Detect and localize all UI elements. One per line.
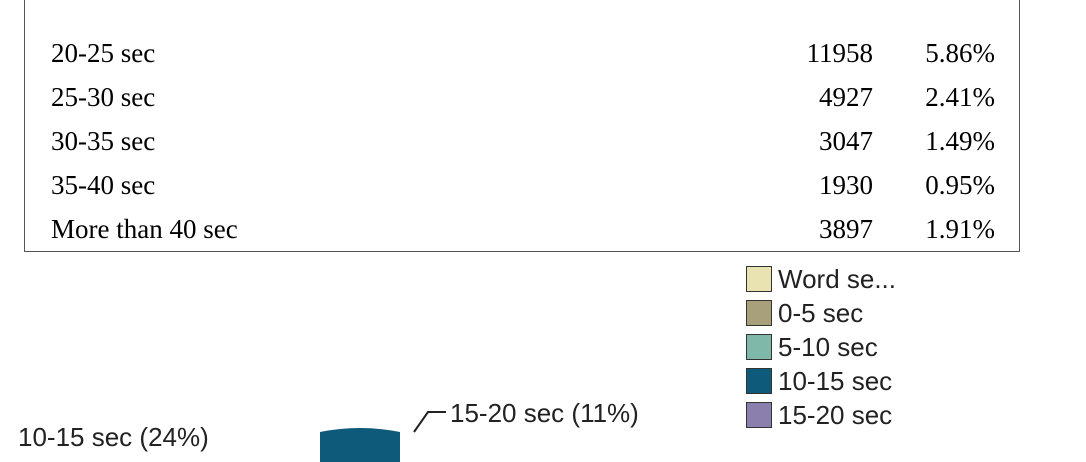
- row-percent: 2.41%: [925, 82, 995, 112]
- row-count: 11958: [806, 38, 874, 68]
- table-row: 25-30 sec 4927 2.41%: [25, 75, 1019, 119]
- row-label: 25-30 sec: [51, 82, 156, 112]
- table-body: 20-25 sec 11958 5.86% 25-30 sec 4927 2.4…: [25, 31, 1019, 251]
- legend-item-10-15-sec: 10-15 sec: [746, 364, 896, 398]
- row-count: 3047: [819, 126, 873, 156]
- row-count: 4927: [819, 82, 873, 112]
- legend-swatch: [746, 334, 772, 360]
- legend-label: 5-10 sec: [778, 331, 878, 362]
- row-percent: 1.49%: [925, 126, 995, 156]
- legend-item-word-search: Word se...: [746, 262, 896, 296]
- time-table: 20-25 sec 11958 5.86% 25-30 sec 4927 2.4…: [25, 31, 1019, 251]
- legend-item-15-20-sec: 15-20 sec: [746, 398, 896, 432]
- table-row: More than 40 sec 3897 1.91%: [25, 207, 1019, 251]
- legend-item-5-10-sec: 5-10 sec: [746, 330, 896, 364]
- time-distribution-table: 20-25 sec 11958 5.86% 25-30 sec 4927 2.4…: [24, 0, 1020, 252]
- legend-swatch: [746, 402, 772, 428]
- legend-item-0-5-sec: 0-5 sec: [746, 296, 896, 330]
- legend-label: 0-5 sec: [778, 297, 864, 328]
- row-label: 20-25 sec: [51, 38, 156, 68]
- pie-slice-10-15-sec: [320, 428, 400, 462]
- legend-swatch: [746, 300, 772, 326]
- pie-label-15-20-sec: 15-20 sec (11%): [450, 398, 639, 428]
- legend-label: 15-20 sec: [778, 399, 893, 430]
- legend-label: Word se...: [778, 263, 897, 294]
- row-percent: 0.95%: [925, 170, 995, 200]
- row-label: 35-40 sec: [51, 170, 156, 200]
- pie-leader-line: [413, 411, 446, 433]
- table-row: 35-40 sec 1930 0.95%: [25, 163, 1019, 207]
- chart-legend: Word se... 0-5 sec 5-10 sec 10-15 sec 15…: [746, 262, 896, 432]
- row-percent: 5.86%: [925, 38, 995, 68]
- row-label: 30-35 sec: [51, 126, 156, 156]
- pie-label-10-15-sec: 10-15 sec (24%): [18, 422, 209, 452]
- table-row: 20-25 sec 11958 5.86%: [25, 31, 1019, 75]
- row-count: 1930: [819, 170, 873, 200]
- row-label: More than 40 sec: [51, 214, 238, 244]
- row-count: 3897: [819, 214, 873, 244]
- pie-chart: 15-20 sec (11%) 10-15 sec (24%): [18, 398, 639, 462]
- row-percent: 1.91%: [925, 214, 995, 244]
- table-row: 30-35 sec 3047 1.49%: [25, 119, 1019, 163]
- legend-swatch: [746, 368, 772, 394]
- legend-swatch: [746, 266, 772, 292]
- legend-label: 10-15 sec: [778, 365, 893, 396]
